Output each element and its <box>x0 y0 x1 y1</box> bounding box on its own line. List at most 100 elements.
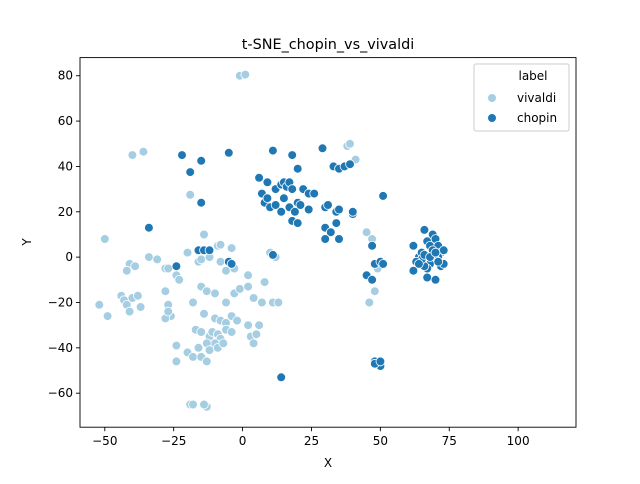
point-vivaldi-86 <box>273 297 284 308</box>
x-tick-label-4: 50 <box>373 434 388 448</box>
point-chopin-63 <box>367 274 377 285</box>
point-chopin-0 <box>177 150 187 160</box>
chart-title: t-SNE_chopin_vs_vivaldi <box>242 37 415 53</box>
y-tick-label-1: −40 <box>48 341 73 355</box>
point-vivaldi-50 <box>243 281 253 292</box>
point-chopin-61 <box>378 259 388 269</box>
legend-label-chopin: chopin <box>517 111 557 125</box>
point-vivaldi-91 <box>188 399 198 410</box>
point-vivaldi-66 <box>193 342 204 353</box>
point-vivaldi-35 <box>124 306 135 317</box>
point-chopin-90 <box>422 272 433 283</box>
x-tick-label-5: 75 <box>442 434 457 448</box>
point-vivaldi-94 <box>361 227 372 238</box>
point-chopin-3 <box>185 167 196 177</box>
tick-layer: −50 −25 0 25 50 75 100 −60 −40 −20 0 20 40 60 80 <box>48 69 530 448</box>
point-chopin-45 <box>262 193 273 204</box>
point-vivaldi-18 <box>174 274 185 285</box>
point-chopin-69 <box>375 356 386 367</box>
point-vivaldi-21 <box>196 254 207 265</box>
y-tick-label-3: 0 <box>65 250 73 264</box>
point-vivaldi-33 <box>133 290 143 301</box>
point-chopin-14 <box>287 150 298 160</box>
legend-marker-chopin <box>487 113 497 123</box>
point-chopin-34 <box>270 200 281 210</box>
point-vivaldi-46 <box>221 297 231 308</box>
point-chopin-73 <box>419 225 430 235</box>
point-vivaldi-81 <box>251 329 262 340</box>
plot-frame <box>79 57 577 428</box>
point-vivaldi-74 <box>188 352 198 362</box>
point-chopin-56 <box>347 207 358 217</box>
point-chopin-15 <box>317 143 328 154</box>
point-chopin-36 <box>279 193 289 204</box>
point-vivaldi-37 <box>102 311 113 321</box>
point-chopin-20 <box>254 173 264 183</box>
point-vivaldi-51 <box>188 297 198 308</box>
point-vivaldi-76 <box>202 356 212 367</box>
y-tick-label-0: −60 <box>48 386 73 400</box>
point-vivaldi-27 <box>130 261 140 272</box>
x-tick-label-6: 100 <box>507 434 530 448</box>
point-chopin-11 <box>226 259 237 269</box>
point-vivaldi-23 <box>215 256 226 267</box>
point-vivaldi-42 <box>163 306 174 317</box>
legend-box <box>473 63 570 132</box>
point-chopin-47 <box>323 200 333 210</box>
y-tick-label-4: 20 <box>58 205 73 219</box>
point-vivaldi-67 <box>204 345 215 355</box>
point-chopin-41 <box>303 204 314 215</box>
point-vivaldi-16 <box>163 263 174 274</box>
point-vivaldi-59 <box>196 327 207 337</box>
point-chopin-64 <box>276 372 287 383</box>
point-vivaldi-82 <box>254 320 264 331</box>
point-vivaldi-1 <box>240 69 251 80</box>
x-axis-label: X <box>324 456 332 470</box>
point-vivaldi-5 <box>345 139 355 149</box>
point-chopin-5 <box>144 222 154 233</box>
point-chopin-4 <box>196 197 207 208</box>
y-tick-label-5: 40 <box>58 159 73 173</box>
point-vivaldi-12 <box>100 234 110 244</box>
point-chopin-99 <box>414 259 424 269</box>
x-tick-label-3: 25 <box>304 434 319 448</box>
point-vivaldi-49 <box>243 270 253 281</box>
point-vivaldi-71 <box>226 327 237 337</box>
point-chopin-98 <box>433 256 444 267</box>
x-tick-label-2: 0 <box>239 434 247 448</box>
point-vivaldi-98 <box>369 286 380 297</box>
point-vivaldi-45 <box>210 288 220 299</box>
y-tick-label-6: 60 <box>58 114 73 128</box>
legend-label-vivaldi: vivaldi <box>517 91 556 105</box>
y-tick-label-7: 80 <box>58 69 73 83</box>
point-chopin-38 <box>290 207 300 217</box>
point-chopin-52 <box>325 227 336 238</box>
point-vivaldi-87 <box>259 277 270 287</box>
point-chopin-21 <box>262 177 273 188</box>
point-vivaldi-72 <box>171 340 182 351</box>
point-chopin-19 <box>345 159 355 170</box>
point-chopin-53 <box>320 234 331 244</box>
point-chopin-50 <box>331 218 342 228</box>
point-vivaldi-38 <box>160 286 171 297</box>
point-vivaldi-10 <box>215 239 226 250</box>
point-chopin-1 <box>196 156 207 166</box>
point-vivaldi-48 <box>235 284 245 294</box>
y-tick-label-2: −20 <box>48 295 73 309</box>
point-chopin-6 <box>171 261 182 272</box>
point-vivaldi-3 <box>138 146 149 157</box>
point-vivaldi-93 <box>199 399 209 410</box>
point-vivaldi-77 <box>171 356 182 367</box>
point-vivaldi-36 <box>94 299 105 310</box>
point-chopin-12 <box>268 250 278 260</box>
legend: label vivaldi chopin <box>473 63 570 132</box>
point-layer <box>94 69 449 412</box>
point-vivaldi-44 <box>202 286 212 297</box>
legend-marker-vivaldi <box>487 93 497 103</box>
point-chopin-2 <box>224 148 234 158</box>
point-vivaldi-78 <box>243 320 253 331</box>
point-chopin-27 <box>287 184 298 194</box>
point-vivaldi-80 <box>248 338 259 349</box>
point-vivaldi-57 <box>232 315 242 326</box>
